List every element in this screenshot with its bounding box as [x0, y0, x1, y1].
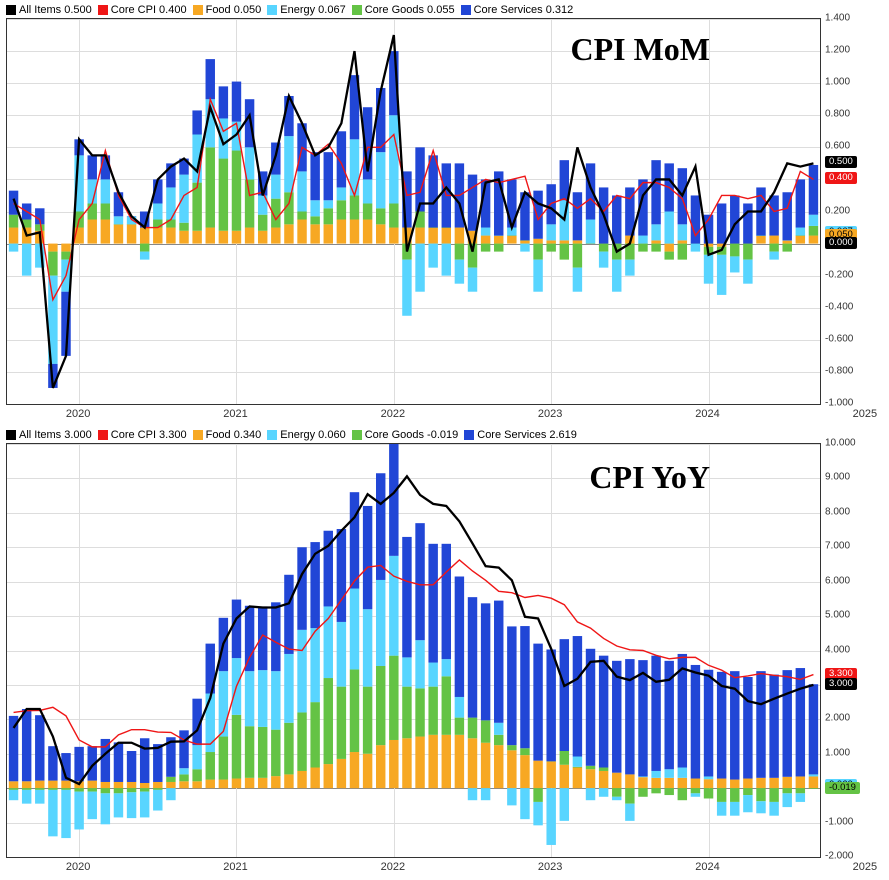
mom-plot: CPI MoM: [6, 18, 821, 405]
yoy-xaxis: 202020212022202320242025: [6, 860, 821, 876]
mom-yaxis: Percent/Percentage Point -1.000-0.800-0.…: [823, 18, 883, 405]
cpi-dual-panel: All Items 0.500Core CPI 0.400Food 0.050E…: [0, 0, 889, 880]
yoy-plot: CPI YoY: [6, 443, 821, 858]
mom-xaxis: 202020212022202320242025: [6, 407, 821, 423]
mom-legend: All Items 0.500Core CPI 0.400Food 0.050E…: [6, 3, 573, 18]
yoy-legend: All Items 3.000Core CPI 3.300Food 0.340E…: [6, 428, 577, 443]
yoy-panel: All Items 3.000Core CPI 3.300Food 0.340E…: [6, 428, 883, 876]
mom-panel: All Items 0.500Core CPI 0.400Food 0.050E…: [6, 3, 883, 423]
yoy-yaxis: Percent/Percentage Point -2.000-1.0000.0…: [823, 443, 883, 858]
